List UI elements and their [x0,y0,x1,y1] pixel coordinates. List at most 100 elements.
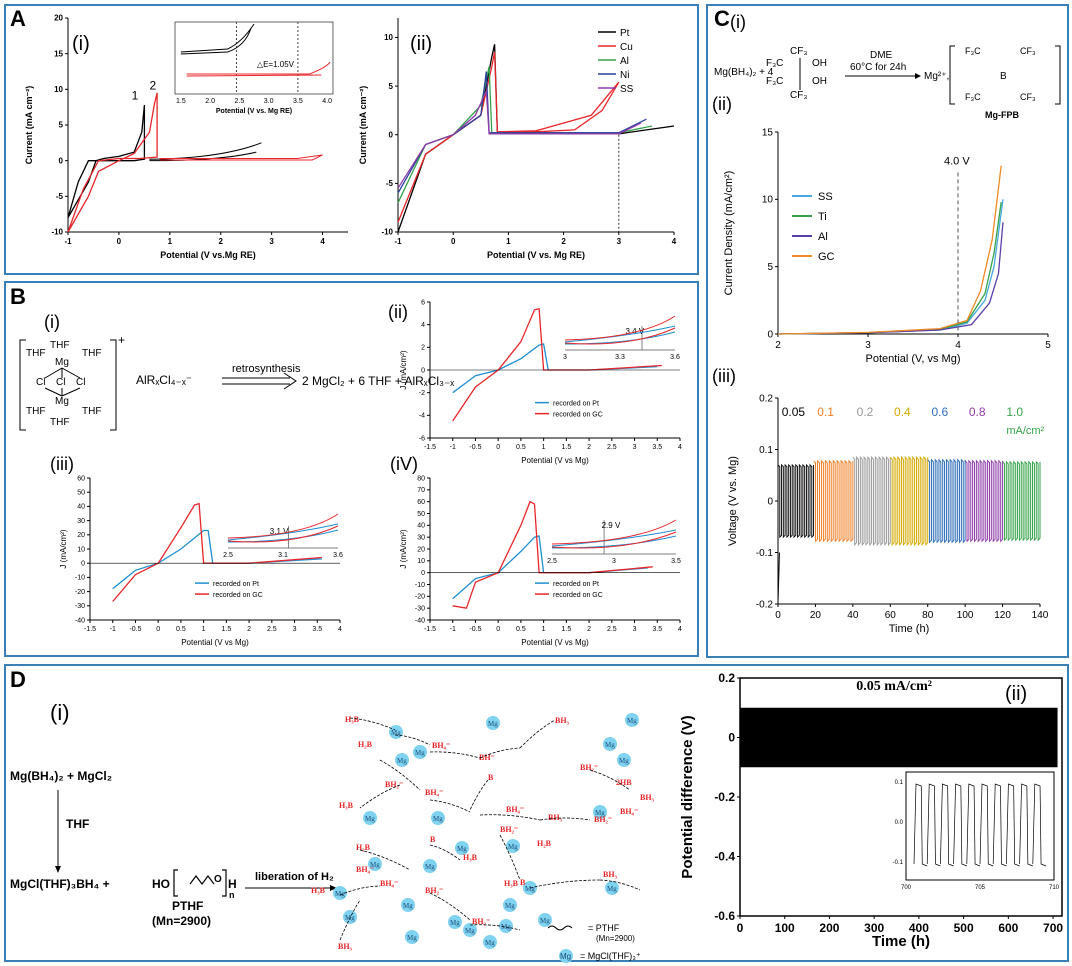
segment-label: 0.4 [894,405,911,419]
legend-label: recorded on Pt [213,581,259,588]
mg-node-label: Mg [525,885,535,893]
b-cl-1: Cl [36,377,45,388]
x-tick-label: 4 [678,444,682,451]
mg-node-label: Mg [540,917,550,925]
c-arrowhead [915,73,921,79]
network-label: BH₂⁻ [500,825,518,834]
x-tick-label: 0 [775,610,781,621]
x-axis-label: Potential (V vs.Mg RE) [160,250,256,260]
inset-tick-label: 0.1 [895,780,904,786]
mg-node-label: Mg [391,729,401,737]
x-axis-label: Time (h) [889,623,930,635]
network-label: H₃B [311,886,326,895]
x-tick-label: 0 [496,626,500,633]
series-ti [777,201,1002,335]
series-ss [777,199,1004,335]
network-bond [599,879,641,891]
label-c-i: (i) [730,12,746,32]
c-cf3-1: CF₃ [790,46,807,57]
network-bond [429,751,481,759]
legend-label: Ni [620,70,629,81]
c-f3c-1: F₃C [766,58,783,69]
segment-label: 0.05 [782,405,806,419]
mg-node-label: Mg [403,902,413,910]
mg-node-label: Mg [605,741,615,749]
b-reaction: + THF THF THF Mg Cl Cl Cl Mg THF THF THF… [19,333,454,431]
x-axis-label: Potential (V vs Mg) [521,638,589,647]
y-tick-label: -40 [75,617,85,624]
y-tick-label: -0.2 [714,790,735,804]
y-tick-label: 0.2 [718,671,735,685]
segment-label: 0.2 [857,405,874,419]
network-bond [359,784,401,809]
y-tick-label: -0.4 [714,850,735,864]
network-label: B [488,773,494,782]
y-tick-label: 40 [77,504,85,511]
inset-d-ii: 700 705 710 0.1 0.0 -0.1 [893,771,1060,891]
b-bonds [44,367,81,397]
mg-node [506,839,520,853]
mg-node-label: Mg [595,809,605,817]
y-tick-label: 0 [421,367,425,374]
d-intermediate: MgCl(THF)₃BH₄ + [10,877,110,891]
network-bond [379,759,421,791]
y-tick-label: -0.6 [714,909,735,923]
curve-label-2: 2 [149,78,156,92]
x-tick-label: 1 [506,237,511,246]
d-solvent: THF [66,817,89,831]
mg-node [593,805,607,819]
x-tick-label: 3 [617,237,622,246]
network-bond [479,814,541,821]
x-tick-label: 600 [998,921,1018,935]
x-tick-label: 700 [1043,921,1063,935]
x-tick-label: -1.5 [424,626,436,633]
c-reaction: Mg(BH₄)₂ + 4 CF₃ F₃C OH F₃C OH CF₃ DME 6… [714,45,1061,120]
c-product-prefix: Mg²⁺, [924,71,949,82]
mg-node [538,913,552,927]
network-label: H₃B [504,879,519,888]
c-product-name: Mg-FPB [985,110,1019,120]
network-label: B [520,878,526,887]
y-tick-label: 4 [421,322,425,329]
x-tick-label: 2 [247,626,251,633]
d-reaction: Mg(BH₄)₂ + MgCl₂ THF MgCl(THF)₃BH₄ + HO … [10,769,337,928]
mg-node-label: Mg [465,927,475,935]
x-tick-label: 2 [219,237,224,246]
inset-tick-label: 2.5 [235,98,245,105]
network-label: BH₄⁻ [432,741,450,750]
y-tick-label: 40 [417,523,425,530]
y-tick-label: 30 [77,518,85,525]
c-oh-2: OH [812,76,827,87]
y-tick-label: 30 [417,535,425,542]
x-tick-label: 120 [994,610,1011,621]
y-axis-label: J (mA/cm²) [399,529,408,568]
b-cl-3: Cl [76,377,85,388]
inset-frame [174,21,334,95]
x-tick-label: 1 [542,626,546,633]
y-tick-label: 10 [384,33,393,42]
d-h: H [228,877,237,891]
x-tick-label: 300 [864,921,884,935]
c-p-f3c: F₃C [965,46,981,56]
b-mg-top: Mg [55,357,69,368]
legend-label: SS [818,191,833,203]
x-tick-label: -1 [110,626,116,633]
mg-node-label: Mg [607,885,617,893]
label-c-ii: (ii) [712,94,732,114]
mg-node [413,745,427,759]
mg-node [483,935,497,949]
x-tick-label: 4 [338,626,342,633]
label-a-i: (i) [72,33,90,55]
network-bond [589,769,631,791]
x-tick-label: 140 [1032,610,1049,621]
panel-a [4,4,699,275]
d-arrowhead [330,885,337,891]
y-tick-label: 0 [728,731,735,745]
y-tick-label: 15 [762,127,774,138]
series-2-tail [159,154,323,161]
b-thf-r2: THF [82,406,101,417]
c-p-cf3-2: CF₃ [1020,92,1036,102]
x-tick-label: 2 [775,340,781,351]
b-products: 2 MgCl₂ + 6 THF + AlRₓCl₃₋ₓ [302,374,454,388]
network-label: H₃B [463,853,478,862]
